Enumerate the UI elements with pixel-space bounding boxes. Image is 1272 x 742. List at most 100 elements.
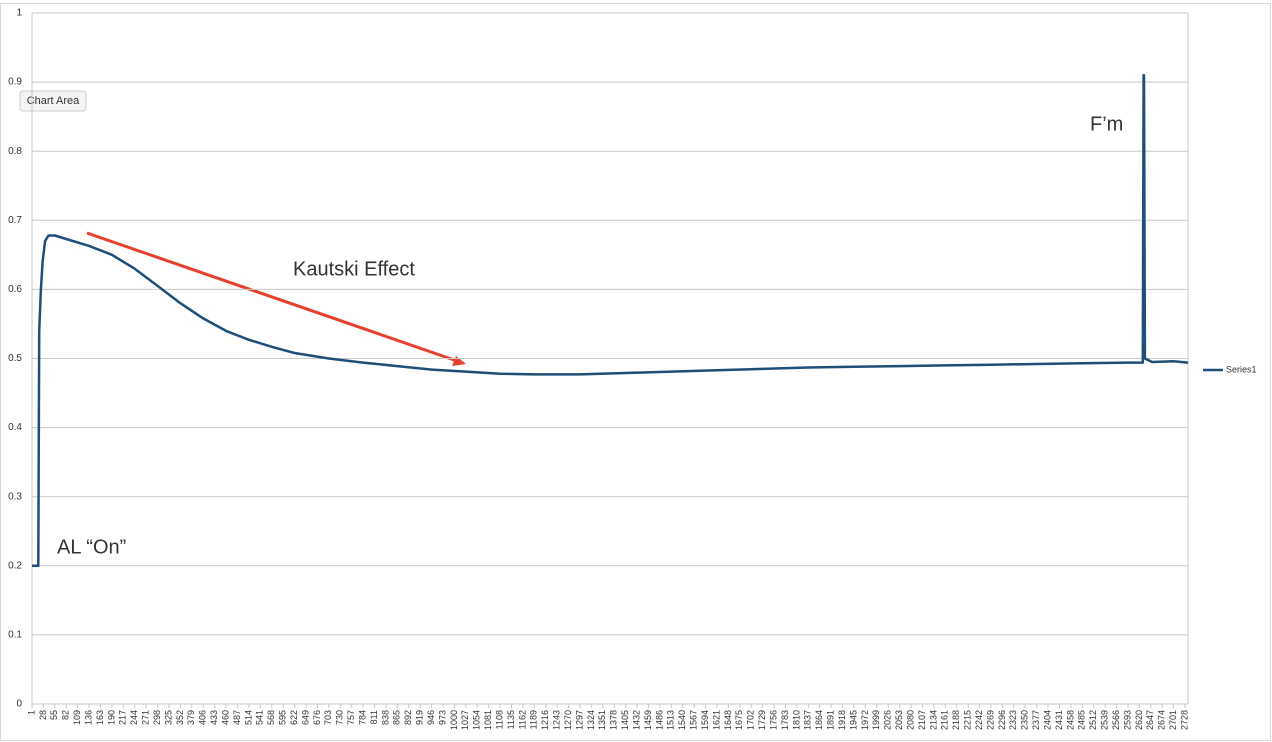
x-tick-label: 1621: [711, 710, 721, 730]
x-tick-label: 433: [209, 710, 219, 725]
tooltip-box: [19, 90, 87, 112]
x-tick-label: 1189: [529, 710, 539, 729]
legend-label: Series1: [1226, 364, 1257, 374]
x-tick-label: 1567: [689, 710, 699, 730]
x-tick-label: 1729: [757, 710, 767, 730]
x-tick-label: 676: [312, 710, 322, 725]
x-tick-label: 649: [300, 710, 310, 725]
x-tick-label: 190: [106, 710, 116, 725]
x-tick-label: 1297: [574, 710, 584, 730]
x-tick-label: 1135: [506, 710, 516, 729]
x-tick-label: 1810: [791, 710, 801, 730]
x-tick-label: 757: [346, 710, 356, 725]
x-tick-label: 1270: [563, 710, 573, 730]
y-tick-label: 1: [16, 8, 22, 19]
x-tick-label: 1351: [597, 710, 607, 730]
x-tick-label: 2701: [1168, 710, 1178, 730]
y-tick-label: 0.5: [8, 353, 22, 364]
x-tick-label: 2566: [1111, 710, 1121, 730]
x-tick-label: 1432: [631, 710, 641, 730]
x-tick-label: 973: [437, 710, 447, 725]
x-tick-label: 1162: [517, 710, 527, 729]
x-tick-label: 2107: [917, 710, 927, 730]
x-tick-label: 2377: [1031, 710, 1041, 730]
x-tick-label: 1594: [700, 710, 710, 730]
x-tick-label: 1702: [746, 710, 756, 730]
x-tick-label: 514: [243, 710, 253, 725]
x-tick-label: 1108: [494, 710, 504, 729]
x-tick-label: 1972: [860, 710, 870, 730]
x-tick-label: 1324: [586, 710, 596, 730]
x-tick-label: 1648: [723, 710, 733, 730]
x-tick-label: 1027: [460, 710, 470, 730]
x-tick-label: 2269: [985, 710, 995, 730]
x-tick-label: 2593: [1122, 710, 1132, 730]
y-tick-label: 0.4: [8, 422, 22, 433]
y-tick-label: 0.7: [8, 215, 22, 226]
y-tick-label: 0.8: [8, 146, 22, 157]
y-tick-label: 0.6: [8, 284, 22, 295]
x-tick-label: 1: [26, 710, 36, 715]
x-tick-label: 325: [163, 710, 173, 725]
x-tick-label: 1864: [814, 710, 824, 730]
x-tick-label: 244: [129, 710, 139, 725]
x-tick-label: 2404: [1042, 710, 1052, 730]
x-tick-label: 595: [278, 710, 288, 725]
y-tick-label: 0.2: [8, 560, 22, 571]
x-tick-label: 622: [289, 710, 299, 725]
x-tick-label: 811: [369, 710, 379, 724]
x-tick-label: 541: [255, 710, 265, 725]
x-tick-label: 1054: [472, 710, 482, 730]
x-tick-label: 2728: [1179, 710, 1189, 730]
x-tick-label: 2431: [1054, 710, 1064, 730]
x-tick-label: 2323: [1008, 710, 1018, 730]
x-tick-label: 1918: [837, 710, 847, 730]
x-tick-label: 946: [426, 710, 436, 725]
series-line: [32, 73, 1189, 568]
x-tick-label: 82: [61, 710, 71, 720]
x-tick-label: 2674: [1157, 710, 1167, 730]
x-tick-label: 2161: [940, 710, 950, 730]
x-tick-label: 2188: [951, 710, 961, 730]
x-tick-label: 460: [220, 710, 230, 725]
y-tick-label: 0: [16, 699, 22, 710]
x-tick-label: 2458: [1065, 710, 1075, 730]
x-tick-label: 838: [380, 710, 390, 725]
x-tick-label: 1216: [540, 710, 550, 730]
arrow-line: [86, 231, 461, 364]
x-tick-label: 55: [49, 710, 59, 720]
x-tick-label: 1999: [871, 710, 881, 730]
x-tick-label: 865: [392, 710, 402, 725]
x-tick-label: 1540: [677, 710, 687, 730]
x-tick-label: 352: [175, 710, 185, 725]
x-tick-label: 2080: [905, 710, 915, 730]
x-tick-label: 1378: [609, 710, 619, 730]
x-tick-label: 406: [198, 710, 208, 725]
x-tick-label: 271: [141, 710, 151, 725]
x-tick-label: 1675: [734, 710, 744, 730]
x-tick-label: 1243: [552, 710, 562, 730]
annotation: Kautski Effect: [293, 258, 415, 280]
x-tick-label: 163: [95, 710, 105, 725]
x-tick-label: 487: [232, 710, 242, 725]
x-tick-label: 2539: [1100, 710, 1110, 730]
x-tick-label: 2512: [1088, 710, 1098, 730]
x-tick-label: 730: [335, 710, 345, 725]
x-tick-label: 1459: [643, 710, 653, 730]
x-tick-label: 1783: [780, 710, 790, 730]
tooltip: Chart Area: [27, 95, 80, 107]
x-tick-label: 2647: [1145, 710, 1155, 730]
x-tick-label: 379: [186, 710, 196, 725]
x-tick-label: 2215: [963, 710, 973, 730]
x-tick-label: 2026: [883, 710, 893, 730]
x-tick-label: 892: [403, 710, 413, 725]
x-tick-label: 1081: [483, 710, 493, 730]
x-tick-label: 784: [357, 710, 367, 725]
y-tick-label: 0.3: [8, 491, 22, 502]
x-tick-label: 1486: [654, 710, 664, 730]
x-tick-label: 1891: [826, 710, 836, 730]
x-tick-label: 2620: [1134, 710, 1144, 730]
x-tick-label: 28: [38, 710, 48, 720]
y-tick-label: 0.1: [8, 630, 22, 641]
